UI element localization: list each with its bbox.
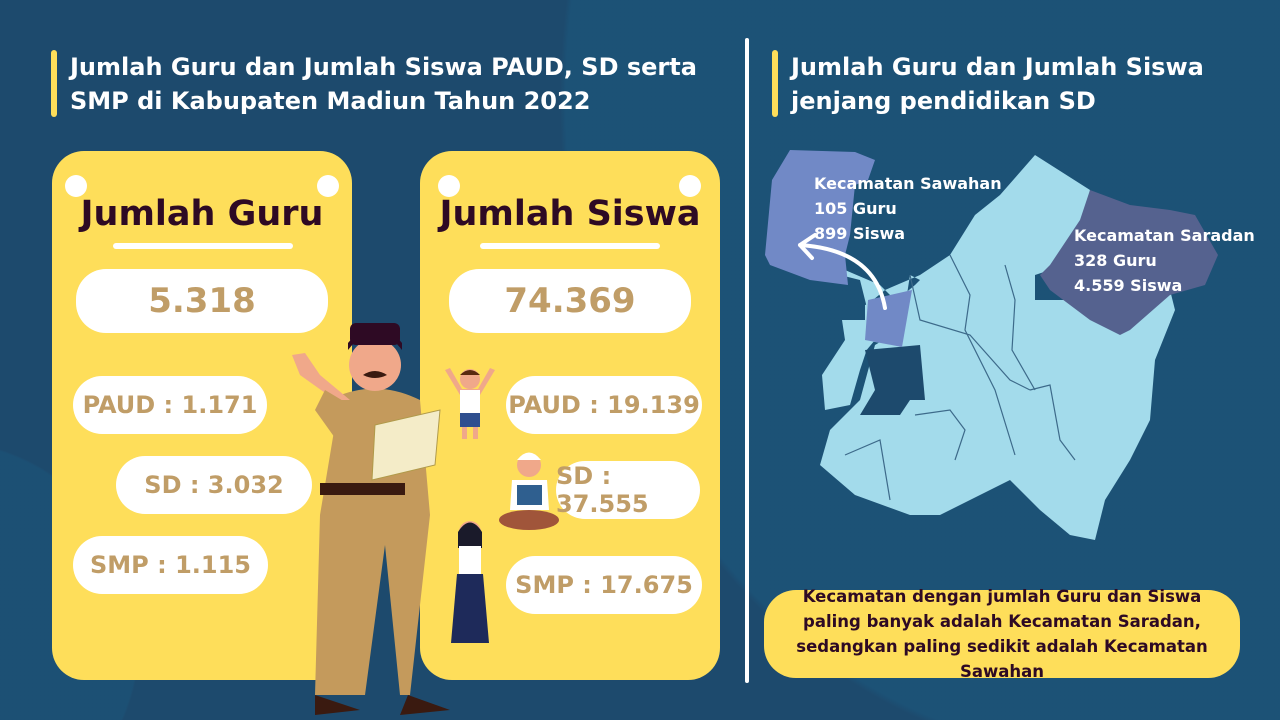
map-region-sawahan-east	[865, 290, 912, 347]
madiun-district-map	[765, 150, 1218, 540]
siswa-smp: SMP : 17.675	[506, 556, 702, 614]
saradan-name: Kecamatan Saradan	[1074, 226, 1255, 245]
map-region-dark-enclave	[860, 345, 925, 415]
right-title: Jumlah Guru dan Jumlah Siswa jenjang pen…	[791, 53, 1204, 115]
student-reading-illustration	[499, 452, 559, 530]
title-accent-bar	[772, 50, 778, 117]
saradan-guru: 328 Guru	[1074, 251, 1157, 270]
student-boy-cheering-illustration	[445, 368, 495, 439]
panel-divider	[745, 38, 749, 683]
map-region-sawahan-west	[765, 150, 875, 285]
sawahan-siswa: 899 Siswa	[814, 224, 906, 243]
card-hole	[317, 175, 339, 197]
summary-callout: Kecamatan dengan jumlah Guru dan Siswa p…	[764, 587, 1240, 681]
saradan-label: Kecamatan Saradan 328 Guru 4.559 Siswa	[1074, 223, 1255, 298]
saradan-siswa: 4.559 Siswa	[1074, 276, 1183, 295]
sawahan-name: Kecamatan Sawahan	[814, 174, 1002, 193]
student-girl-illustration	[451, 521, 489, 643]
card-hole	[679, 175, 701, 197]
arrow-icon	[798, 233, 887, 310]
siswa-paud: PAUD : 19.139	[506, 376, 702, 434]
teacher-illustration	[292, 323, 450, 715]
title-accent-bar	[51, 50, 57, 117]
map-region-saradan	[1040, 190, 1218, 335]
guru-card-title: Jumlah Guru	[80, 194, 324, 234]
title-underline	[480, 243, 660, 249]
siswa-total: 74.369	[449, 269, 691, 333]
guru-total: 5.318	[76, 269, 328, 333]
left-title: Jumlah Guru dan Jumlah Siswa PAUD, SD se…	[70, 53, 697, 115]
sawahan-guru: 105 Guru	[814, 199, 897, 218]
card-hole	[65, 175, 87, 197]
guru-paud: PAUD : 1.171	[73, 376, 267, 434]
siswa-sd: SD : 37.555	[556, 461, 700, 519]
card-hole	[438, 175, 460, 197]
map-region-main	[820, 155, 1175, 540]
guru-sd: SD : 3.032	[116, 456, 312, 514]
guru-smp: SMP : 1.115	[73, 536, 268, 594]
sawahan-label: Kecamatan Sawahan 105 Guru 899 Siswa	[814, 171, 1002, 246]
title-underline	[113, 243, 293, 249]
siswa-card-title: Jumlah Siswa	[439, 194, 701, 234]
